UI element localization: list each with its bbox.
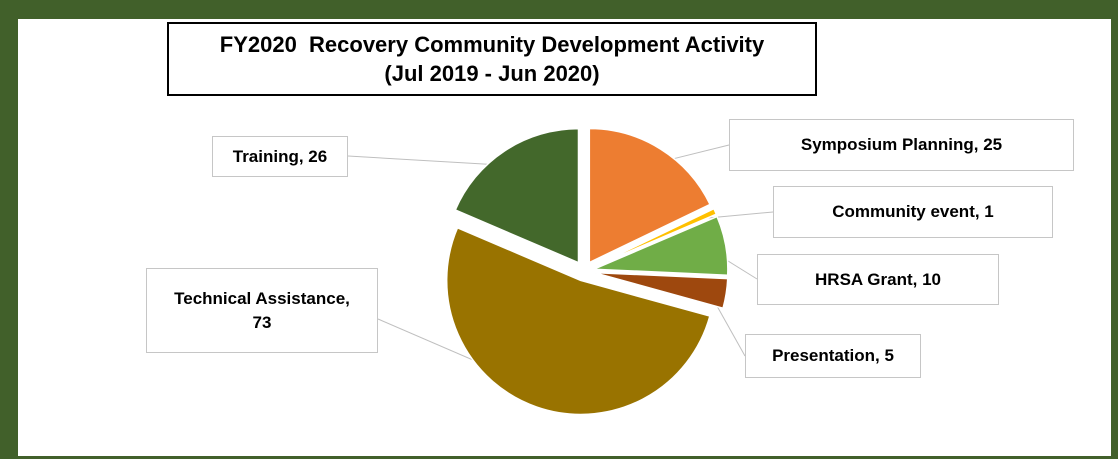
pie-slices [445,127,729,416]
data-label-symposium-planning: Symposium Planning, 25 [729,119,1074,171]
pie-slice-training [454,127,580,264]
leader-line-community-event [698,211,774,220]
chart-title-line-1: FY2020 Recovery Community Development Ac… [219,32,765,57]
data-label-hrsa-grant: HRSA Grant, 10 [757,254,999,305]
pie-slice-symposium-planning [588,127,712,264]
data-label-technical-assistance: Technical Assistance, 73 [146,268,378,353]
data-label-presentation: Presentation, 5 [745,334,921,378]
data-label-community-event: Community event, 1 [773,186,1053,238]
data-label-training: Training, 26 [212,136,348,177]
pie-slice-technical-assistance [445,226,711,416]
pie-chart [347,127,774,416]
chart-title-line-2: (Jul 2019 - Jun 2020) [384,61,600,86]
pie-slice-presentation [593,271,729,310]
chart-area: FY2020 Recovery Community Development Ac… [18,19,1111,456]
pie-slice-hrsa-grant [593,215,729,277]
pie-slice-community-event [592,207,718,268]
chart-title: FY2020 Recovery Community Development Ac… [167,22,817,96]
